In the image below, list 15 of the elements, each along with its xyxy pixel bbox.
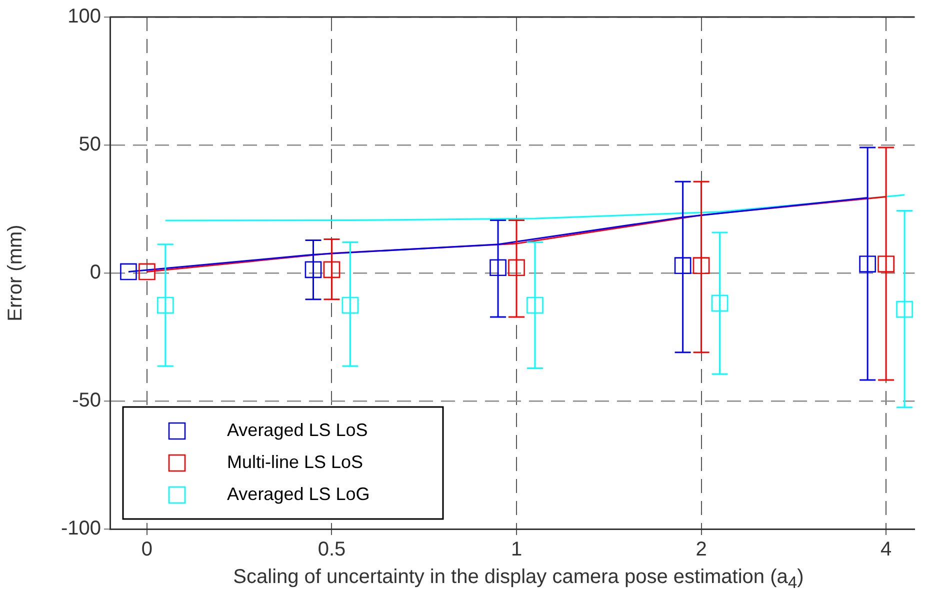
y-tick-label: 0: [90, 262, 101, 284]
x-axis-title: Scaling of uncertainty in the display camera pose estimation (a$_{4}$): [232, 566, 805, 593]
x-tick-label: 1: [510, 538, 522, 561]
x-tick-label: 2: [696, 538, 707, 561]
y-tick-label: 50: [78, 134, 101, 156]
y-tick-label: -100: [60, 518, 101, 540]
x-tick-label: 0: [141, 538, 153, 561]
legend-label: Averaged LS LoG: [227, 484, 370, 504]
x-tick-label: 0.5: [318, 538, 346, 561]
legend-label: Averaged LS LoS: [227, 420, 368, 440]
x-tick-label: 4: [880, 538, 892, 561]
y-tick-label: 100: [68, 6, 101, 28]
y-tick-label: -50: [72, 390, 101, 412]
y-axis-title: Error (mm): [4, 224, 27, 322]
legend-label: Multi-line LS LoS: [227, 452, 364, 472]
